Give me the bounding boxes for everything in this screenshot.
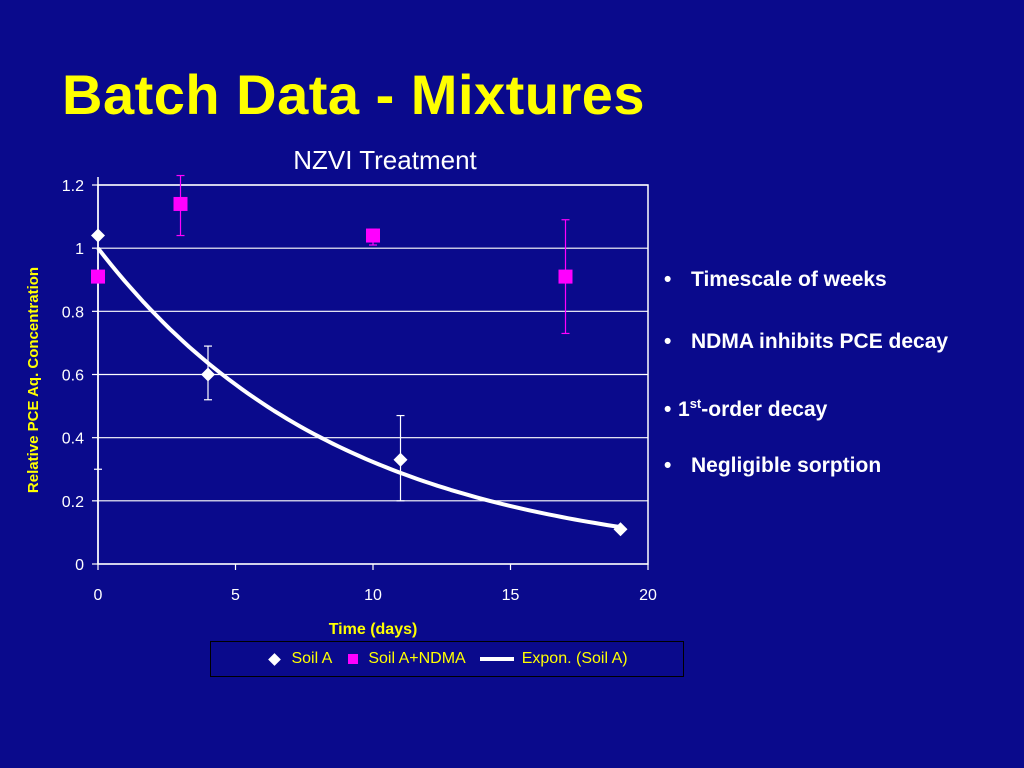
x-tick-label: 15 xyxy=(502,587,520,604)
y-tick-label: 0.8 xyxy=(62,304,84,321)
bullet-text: NDMA inhibits PCE decay xyxy=(691,330,949,353)
bullet-dot-icon: • xyxy=(664,330,672,353)
y-tick-label: 0.4 xyxy=(62,431,84,448)
data-point-diamond xyxy=(613,522,628,537)
slide-title: Batch Data - Mixtures xyxy=(62,63,646,126)
bullet-item: • Negligible sorption xyxy=(664,450,948,512)
legend-label-soil-a: Soil A xyxy=(291,650,333,667)
data-point-square xyxy=(558,269,573,284)
x-tick-label: 0 xyxy=(94,587,103,604)
bullet-item: • 1st-order decay xyxy=(664,388,948,450)
data-point-diamond xyxy=(91,228,105,243)
trendline-expon xyxy=(96,246,621,530)
diamond-marker-icon xyxy=(268,652,282,666)
bullet-list: • Timescale of weeks • NDMA inhibits PCE d… xyxy=(664,264,948,512)
data-point-diamond xyxy=(393,452,408,467)
bullet-text: Negligible sorption xyxy=(691,454,882,477)
bullet-dot-icon: • xyxy=(664,454,672,477)
y-tick-label: 1 xyxy=(75,241,84,258)
legend-item-soil-a: Soil A xyxy=(266,650,332,668)
y-tick-label: 1.2 xyxy=(62,178,84,195)
chart-title: NZVI Treatment xyxy=(293,145,477,175)
data-point-diamond xyxy=(201,367,215,382)
y-tick-label: 0.2 xyxy=(62,494,84,511)
bullet-dot-icon: • xyxy=(664,268,672,291)
square-marker-icon xyxy=(348,654,359,664)
bullet-item: • Timescale of weeks xyxy=(664,264,948,326)
data-point-square xyxy=(366,228,380,243)
line-marker-icon xyxy=(479,657,514,661)
data-point-square xyxy=(91,269,105,284)
x-tick-label: 10 xyxy=(364,587,382,604)
legend-item-soil-a-ndma: Soil A+NDMA xyxy=(346,650,466,668)
y-axis-label: Relative PCE Aq. Concentration xyxy=(25,267,42,493)
y-tick-label: 0.6 xyxy=(62,368,84,385)
bullet-text-suffix: -order decay xyxy=(701,398,828,421)
x-tick-label: 20 xyxy=(639,587,657,604)
bullet-text-superscript: st xyxy=(689,396,702,411)
x-tick-label: 5 xyxy=(231,587,240,604)
bullet-dot-icon: • xyxy=(664,398,672,421)
x-axis-label: Time (days) xyxy=(329,621,418,638)
bullet-text-prefix: 1 xyxy=(678,398,690,421)
data-point-square xyxy=(173,196,188,211)
legend-label-trendline: Expon. (Soil A) xyxy=(521,650,628,667)
y-tick-label: 0 xyxy=(75,557,84,574)
legend-item-trendline: Expon. (Soil A) xyxy=(479,650,628,668)
legend-label-soil-a-ndma: Soil A+NDMA xyxy=(368,650,466,667)
bullet-item: • NDMA inhibits PCE decay xyxy=(664,326,948,388)
bullet-text: Timescale of weeks xyxy=(691,268,887,291)
chart-legend: Soil A Soil A+NDMA Expon. (Soil A) xyxy=(210,641,684,677)
